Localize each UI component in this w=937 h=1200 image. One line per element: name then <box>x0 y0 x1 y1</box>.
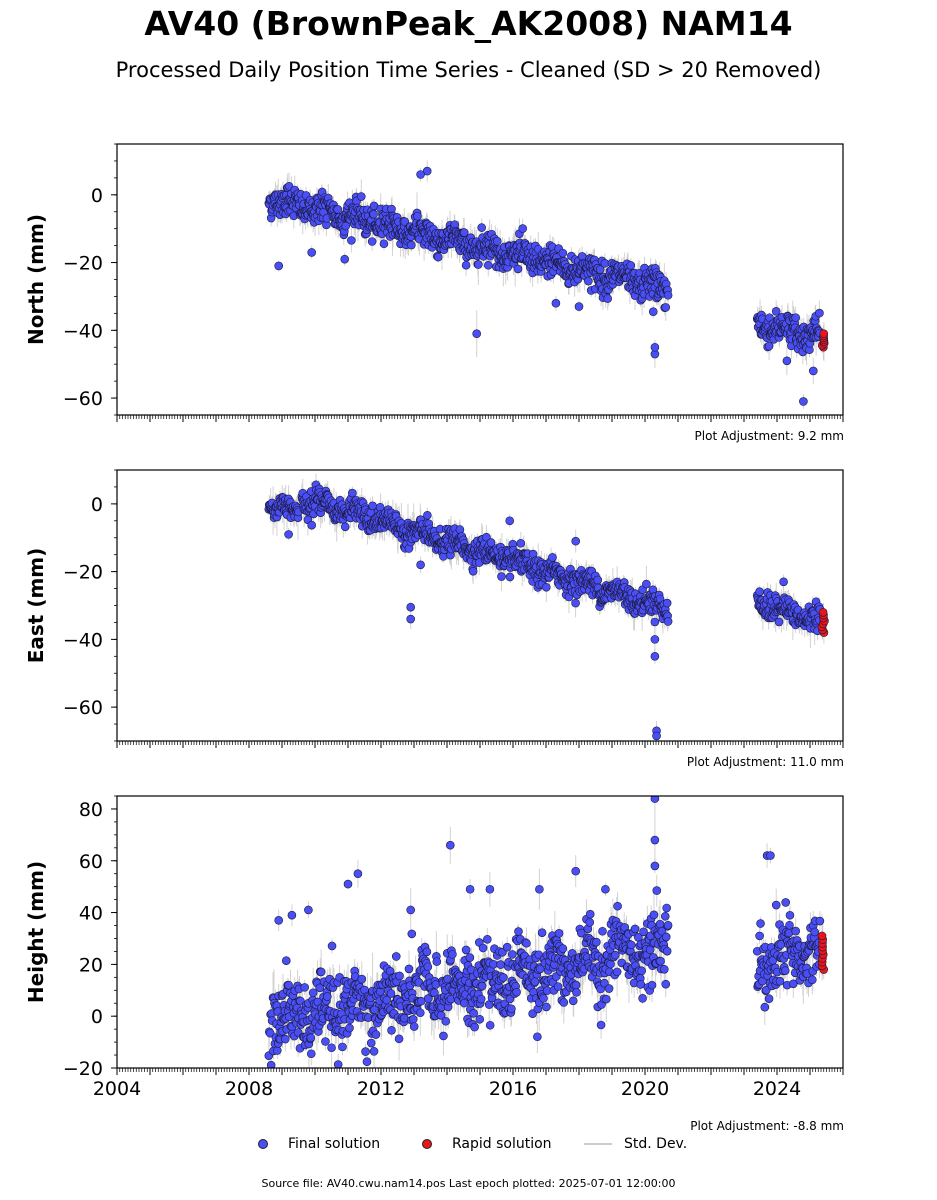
final-solution-point <box>413 211 422 221</box>
final-solution-point <box>774 617 784 627</box>
final-solution-point <box>755 587 764 596</box>
y-tick-label: 0 <box>91 494 103 516</box>
final-solution-point <box>551 298 561 308</box>
final-solution-point <box>307 520 317 530</box>
final-solution-point <box>307 248 317 257</box>
final-solution-point <box>433 252 443 262</box>
y-tick-label: −60 <box>63 697 103 719</box>
final-solution-point <box>574 302 584 311</box>
rapid-solution-point <box>819 329 829 338</box>
final-solution-point <box>482 532 491 542</box>
final-solution-point <box>791 313 800 322</box>
final-solution-point <box>815 308 824 318</box>
final-solution-point <box>341 221 351 231</box>
final-solution-point <box>782 356 792 366</box>
final-solution-point <box>603 294 612 303</box>
east-adjustment: Plot Adjustment: 11.0 mm <box>686 755 844 769</box>
final-solution-point <box>486 538 496 547</box>
final-solution-point <box>764 341 774 351</box>
final-solution-point <box>497 572 506 581</box>
chart-title: AV40 (BrownPeak_AK2008) NAM14 <box>144 4 793 43</box>
final-solution-point <box>571 536 581 546</box>
final-solution-point <box>379 239 389 249</box>
y-tick-label: −60 <box>63 388 103 410</box>
final-solution-point <box>516 538 526 548</box>
final-solution-point <box>662 598 672 608</box>
final-solution-point <box>518 224 528 233</box>
std-dev-bars <box>268 796 825 1068</box>
final-solution-point <box>650 652 660 661</box>
final-solution-point <box>461 260 471 270</box>
final-solution-point <box>474 260 483 269</box>
final-solution-point <box>407 240 416 250</box>
final-solution-point <box>661 303 671 312</box>
final-solution-point <box>584 276 593 286</box>
final-solution-point <box>571 598 580 608</box>
final-solution-point <box>348 488 357 498</box>
north-adjustment: Plot Adjustment: 9.2 mm <box>694 429 844 443</box>
final-solution-point <box>771 307 781 316</box>
final-solution-point <box>542 582 551 592</box>
final-solution-point <box>423 510 432 520</box>
final-solution-points <box>264 480 829 741</box>
final-solution-point <box>284 530 293 539</box>
chart-subtitle: Processed Daily Position Time Series - C… <box>115 58 822 82</box>
y-tick-label: −20 <box>63 562 103 584</box>
final-solution-point <box>799 397 808 406</box>
final-solution-point <box>648 307 658 316</box>
final-solution-point <box>652 731 661 741</box>
final-solution-point <box>505 572 515 582</box>
east-panel: 0 −20 −40 −60 East (mm) <box>24 469 844 748</box>
final-solution-point <box>808 366 818 376</box>
y-tick-label: −40 <box>63 629 103 651</box>
final-solution-point <box>483 260 493 270</box>
final-solution-point <box>650 635 660 644</box>
final-solution-point <box>369 209 378 219</box>
final-solution-point <box>650 342 660 352</box>
final-solution-point <box>333 205 343 214</box>
final-solution-point <box>548 553 557 562</box>
plot-frame <box>116 143 844 416</box>
y-axis-label: East (mm) <box>24 548 48 664</box>
final-solution-point <box>340 522 350 532</box>
final-solution-point <box>406 602 416 612</box>
final-solution-point <box>416 170 425 179</box>
final-solution-point <box>663 290 673 300</box>
final-solution-point <box>492 236 502 246</box>
rapid-solution-point <box>818 607 828 617</box>
final-solution-point <box>468 566 478 576</box>
final-solution-point <box>340 254 350 264</box>
y-tick-label: 0 <box>91 185 103 207</box>
final-solution-point <box>626 261 636 270</box>
final-solution-point <box>406 614 416 624</box>
final-solution-points <box>264 166 829 406</box>
final-solution-point <box>477 223 486 232</box>
y-axis-label: North (mm) <box>24 214 48 345</box>
final-solution-point <box>593 575 603 585</box>
y-tick-label: −20 <box>63 253 103 275</box>
plot-frame <box>116 469 844 742</box>
final-solution-point <box>505 516 515 526</box>
final-solution-point <box>416 560 425 570</box>
final-solution-point <box>650 617 660 627</box>
final-solution-point <box>400 217 410 226</box>
final-solution-point <box>663 617 673 626</box>
final-solution-point <box>472 329 482 338</box>
final-solution-point <box>347 236 356 245</box>
final-solution-point <box>459 228 469 237</box>
final-solution-point <box>513 264 523 274</box>
y-tick-label: −40 <box>63 320 103 342</box>
north-panel: 0 −20 −40 −60 North (mm) <box>24 143 844 422</box>
final-solution-point <box>357 192 366 201</box>
final-solution-point <box>558 248 568 258</box>
final-solution-point <box>779 577 788 587</box>
final-solution-point <box>642 579 651 589</box>
final-solution-point <box>367 237 377 246</box>
final-solution-point <box>274 261 284 271</box>
